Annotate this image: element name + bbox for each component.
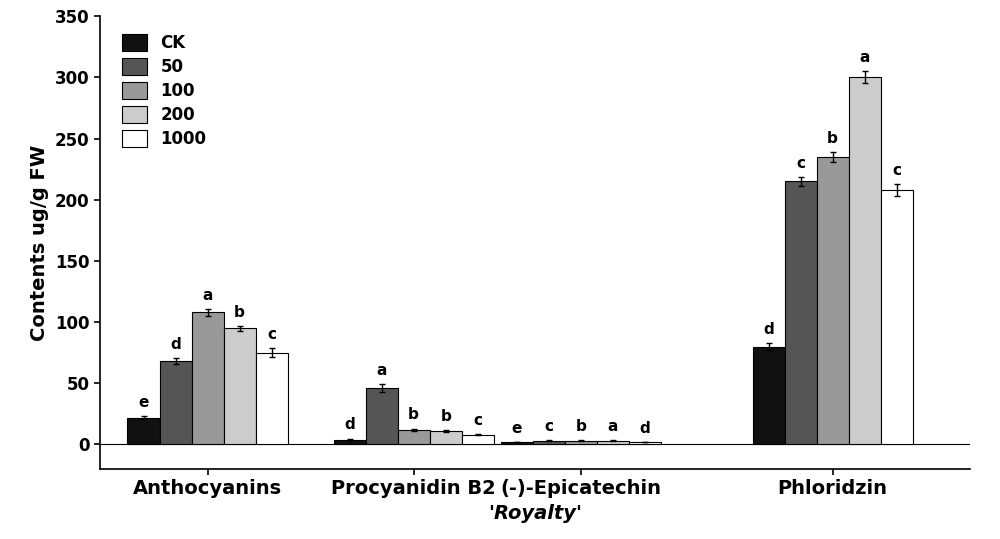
Bar <box>501 442 533 445</box>
Text: e: e <box>511 420 522 436</box>
Bar <box>565 441 597 445</box>
Bar <box>160 361 192 445</box>
Bar <box>334 440 366 445</box>
Text: d: d <box>640 420 650 436</box>
Text: d: d <box>344 418 355 432</box>
Y-axis label: Contents ug/g FW: Contents ug/g FW <box>30 144 49 341</box>
Bar <box>127 418 160 445</box>
Bar <box>366 388 398 445</box>
Bar <box>533 441 565 445</box>
Bar <box>817 157 849 445</box>
Text: c: c <box>892 163 901 178</box>
Text: b: b <box>234 305 245 320</box>
Text: b: b <box>408 407 419 423</box>
X-axis label: 'Royalty': 'Royalty' <box>488 504 582 523</box>
Text: c: c <box>267 327 276 342</box>
Text: a: a <box>608 419 618 434</box>
Text: e: e <box>138 395 149 410</box>
Bar <box>256 353 288 445</box>
Text: c: c <box>544 419 553 434</box>
Legend: CK, 50, 100, 200, 1000: CK, 50, 100, 200, 1000 <box>117 29 211 153</box>
Bar <box>224 328 256 445</box>
Text: a: a <box>376 363 387 378</box>
Bar <box>629 442 661 445</box>
Bar <box>462 434 494 445</box>
Text: b: b <box>440 409 451 424</box>
Bar <box>430 431 462 445</box>
Bar <box>753 347 785 445</box>
Text: a: a <box>859 50 870 65</box>
Text: c: c <box>473 413 482 428</box>
Text: c: c <box>796 156 805 171</box>
Text: a: a <box>202 287 213 302</box>
Text: d: d <box>170 337 181 352</box>
Bar <box>192 312 224 445</box>
Text: b: b <box>575 419 586 434</box>
Text: d: d <box>763 322 774 337</box>
Bar <box>881 190 913 445</box>
Bar <box>597 441 629 445</box>
Text: b: b <box>827 131 838 146</box>
Bar <box>849 78 881 445</box>
Bar <box>398 430 430 445</box>
Bar <box>785 181 817 445</box>
